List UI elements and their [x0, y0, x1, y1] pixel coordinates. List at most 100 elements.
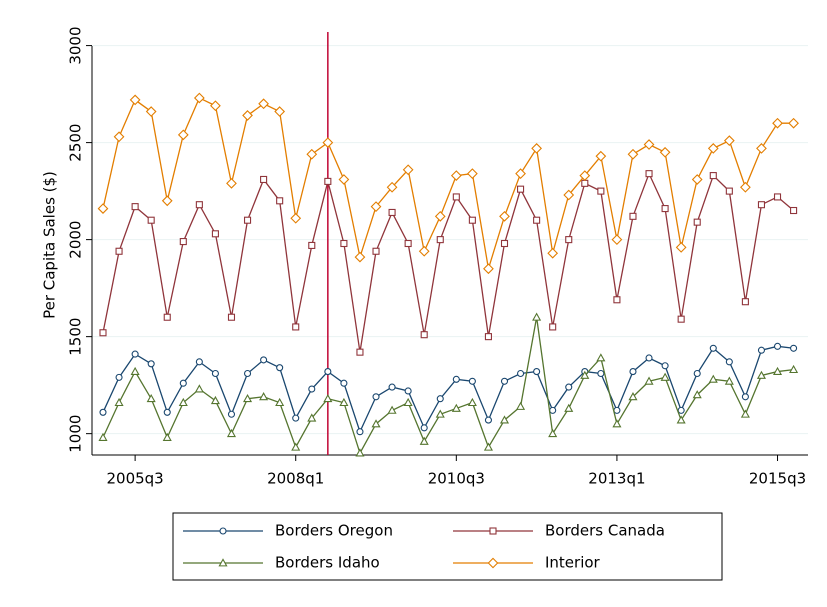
- marker: [693, 369, 701, 378]
- marker: [291, 442, 301, 451]
- marker: [611, 234, 623, 245]
- marker: [243, 216, 252, 224]
- marker: [404, 387, 412, 395]
- marker: [532, 312, 542, 321]
- marker: [418, 245, 430, 257]
- marker: [772, 366, 783, 375]
- marker: [162, 432, 172, 441]
- marker: [597, 369, 605, 378]
- marker: [388, 208, 396, 217]
- marker: [419, 436, 429, 445]
- legend-marker: [487, 557, 499, 569]
- legend-box: [172, 512, 723, 581]
- marker: [483, 263, 494, 275]
- marker: [307, 413, 317, 422]
- marker: [210, 100, 221, 112]
- marker: [420, 424, 428, 432]
- series-line: [102, 97, 794, 269]
- marker: [613, 406, 621, 414]
- marker: [435, 409, 445, 418]
- marker: [500, 377, 509, 385]
- marker: [99, 408, 107, 416]
- marker: [773, 342, 782, 350]
- marker: [629, 368, 637, 376]
- marker: [386, 181, 398, 193]
- marker: [741, 298, 749, 306]
- marker: [129, 94, 141, 106]
- x-tick-label: 2005q3: [106, 470, 163, 488]
- marker: [533, 216, 541, 224]
- marker: [450, 170, 462, 181]
- marker: [773, 193, 782, 201]
- marker: [644, 376, 654, 385]
- marker: [677, 406, 685, 414]
- marker: [627, 148, 639, 160]
- marker: [388, 383, 396, 391]
- marker: [340, 379, 348, 387]
- marker: [517, 185, 525, 193]
- marker: [757, 201, 766, 209]
- marker: [274, 106, 286, 117]
- marker: [707, 143, 719, 154]
- marker: [146, 393, 156, 403]
- y-axis-label: Per Capita Sales ($): [41, 171, 59, 319]
- marker: [259, 392, 269, 401]
- marker: [243, 369, 252, 378]
- marker: [675, 242, 687, 253]
- marker: [692, 390, 702, 399]
- marker: [724, 376, 734, 385]
- marker: [306, 148, 318, 160]
- marker: [260, 175, 268, 184]
- marker: [788, 117, 799, 129]
- marker: [725, 358, 733, 366]
- marker: [113, 131, 125, 143]
- marker: [452, 375, 460, 383]
- marker: [227, 410, 236, 418]
- marker: [725, 187, 733, 195]
- marker: [161, 195, 173, 207]
- marker: [468, 377, 476, 385]
- series-line: [102, 317, 794, 455]
- marker: [643, 139, 655, 150]
- marker: [177, 129, 189, 141]
- marker: [468, 216, 476, 224]
- marker: [370, 201, 382, 213]
- marker: [420, 331, 428, 339]
- marker: [564, 403, 574, 412]
- marker: [645, 354, 653, 362]
- marker: [709, 172, 717, 180]
- marker: [147, 216, 155, 224]
- y-tick-label: 2500: [67, 124, 85, 162]
- marker: [258, 98, 269, 110]
- marker: [516, 401, 526, 410]
- marker: [243, 393, 253, 403]
- marker: [677, 315, 685, 323]
- marker: [195, 358, 203, 366]
- marker: [145, 106, 157, 117]
- marker: [676, 415, 686, 424]
- marker: [467, 168, 478, 180]
- marker: [613, 296, 621, 304]
- marker: [723, 135, 735, 147]
- marker: [210, 395, 220, 405]
- marker: [483, 442, 493, 451]
- marker: [276, 364, 284, 372]
- marker: [629, 212, 637, 220]
- marker: [500, 239, 509, 248]
- series-line: [102, 345, 794, 434]
- marker: [372, 393, 380, 401]
- marker: [547, 247, 559, 259]
- marker: [260, 356, 268, 364]
- marker: [226, 177, 237, 189]
- marker: [548, 428, 558, 438]
- x-tick-label: 2008q1: [267, 470, 324, 488]
- marker: [114, 397, 124, 407]
- legend-marker: [219, 527, 227, 535]
- marker: [549, 406, 557, 414]
- marker: [597, 187, 605, 195]
- x-tick-label: 2013q1: [588, 470, 645, 488]
- legend-marker: [218, 558, 228, 567]
- marker: [147, 360, 155, 368]
- marker: [789, 364, 799, 374]
